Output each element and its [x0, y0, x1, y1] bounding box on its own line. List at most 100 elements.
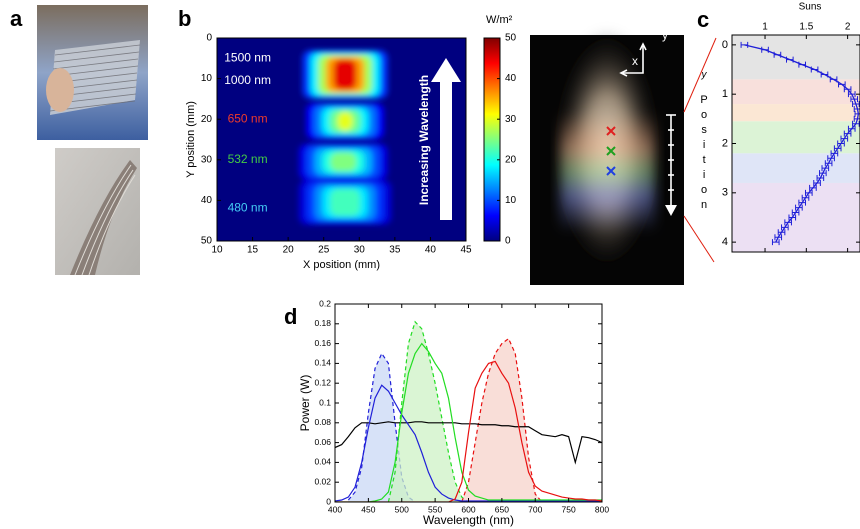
band: [732, 35, 860, 80]
x-tick-label: 1.5: [799, 22, 813, 33]
heatmap-region: [337, 111, 353, 131]
y-tick-label: 50: [201, 236, 213, 247]
wavelength-arrow: [431, 58, 461, 220]
heatmap: [217, 38, 466, 241]
error-bar: [798, 199, 806, 206]
error-bar: [771, 239, 780, 246]
x-axis-label: Wavelength (nm): [423, 513, 514, 527]
error-bar: [810, 66, 819, 73]
annotation: 532 nm: [228, 152, 268, 166]
annotation: 480 nm: [228, 201, 268, 215]
error-bar: [761, 46, 769, 53]
plot-frame: [216, 37, 467, 242]
error-bar: [829, 76, 838, 83]
error-bar: [827, 155, 835, 162]
heatmap-cells: [298, 50, 392, 225]
error-bar: [813, 179, 821, 186]
colorbar-tick-label: 50: [505, 33, 517, 44]
error-bar: [840, 135, 849, 142]
x-tick-label: 550: [428, 504, 442, 514]
y-tick-label: 3: [722, 187, 728, 199]
y-tick-label: 0.1: [319, 397, 331, 407]
error-bar: [740, 41, 749, 48]
annotation: 650 nm: [228, 111, 268, 125]
band: [732, 153, 860, 183]
y-tick-label: 0: [206, 33, 212, 44]
error-bar: [821, 165, 830, 172]
y-tick-label: 0.08: [314, 417, 331, 427]
error-bar: [788, 214, 797, 221]
x-tick-label: 10: [211, 245, 223, 256]
y-tick-label: 0.18: [314, 318, 331, 328]
error-bar: [847, 125, 856, 132]
beam-axis-label: x: [632, 54, 638, 68]
panel-label: a: [10, 6, 23, 31]
band: [732, 104, 860, 122]
error-bar: [819, 170, 827, 177]
error-bar: [837, 140, 845, 147]
spectrum-line: [335, 360, 602, 502]
x-axis-label: Suns: [799, 2, 822, 13]
y-tick-label: 2: [722, 137, 728, 149]
heatmap-region: [333, 59, 357, 90]
error-bar: [843, 86, 852, 93]
y-axis-label: Position: [698, 94, 710, 214]
y-tick-label: 0.2: [319, 298, 331, 308]
x-tick-label: 40: [425, 245, 437, 256]
error-bar: [833, 145, 842, 152]
y-tick-label: 0.12: [314, 377, 331, 387]
heatmap-region: [330, 152, 357, 172]
area-fill: [461, 338, 542, 502]
error-bar: [852, 120, 860, 127]
error-bar: [786, 56, 794, 63]
x-tick-label: 400: [328, 504, 342, 514]
error-bar: [777, 229, 786, 236]
error-bar: [801, 194, 810, 201]
plot-area: [732, 35, 860, 252]
error-bar: [781, 224, 789, 231]
y-tick-label: 0.02: [314, 476, 331, 486]
x-tick-label: 500: [395, 504, 409, 514]
x-tick-label: 1: [762, 22, 768, 33]
x-tick-label: 650: [495, 504, 509, 514]
x-tick-label: 45: [460, 245, 472, 256]
colorbar-tick-label: 30: [505, 114, 517, 125]
colorbar-tick-label: 20: [505, 154, 517, 165]
error-bar: [843, 130, 852, 137]
x-tick-label: 750: [562, 504, 576, 514]
x-tick-label: 25: [318, 245, 330, 256]
plot-area: [335, 320, 602, 502]
error-bar: [854, 110, 860, 117]
spectrum-line: [335, 421, 602, 465]
y-tick-label: 4: [722, 236, 728, 248]
photo-a2: [55, 148, 140, 276]
x-tick-label: 20: [283, 245, 295, 256]
y-tick-label: 20: [201, 114, 213, 125]
error-bar: [852, 101, 860, 108]
colorbar-tick-label: 40: [505, 73, 517, 84]
error-bar: [798, 61, 806, 68]
y-tick-label: 40: [201, 195, 213, 206]
x-tick-label: 800: [595, 504, 609, 514]
error-bar: [820, 71, 829, 78]
y-axis-label: Y position (mm): [185, 101, 197, 178]
y-tick-label: 0: [722, 39, 728, 51]
error-bar: [774, 234, 783, 241]
x-tick-label: 35: [389, 245, 401, 256]
y-tick-label: 30: [201, 154, 213, 165]
error-bar: [824, 160, 833, 167]
error-bar: [850, 96, 859, 103]
x-tick-label: 30: [354, 245, 366, 256]
x-tick-label: 600: [461, 504, 475, 514]
error-bar: [773, 51, 782, 58]
colorbar-tick-label: 10: [505, 195, 517, 206]
error-bar: [795, 204, 803, 211]
colorbar-tick-label: 0: [505, 236, 511, 247]
photo-a: [37, 5, 148, 140]
arrow-label: Increasing Wavelength: [417, 75, 431, 205]
beam-photo: x y: [530, 28, 717, 285]
error-bar: [830, 150, 839, 157]
y-tick-label: 0.16: [314, 338, 331, 348]
annotation: 1000 nm: [224, 73, 271, 87]
